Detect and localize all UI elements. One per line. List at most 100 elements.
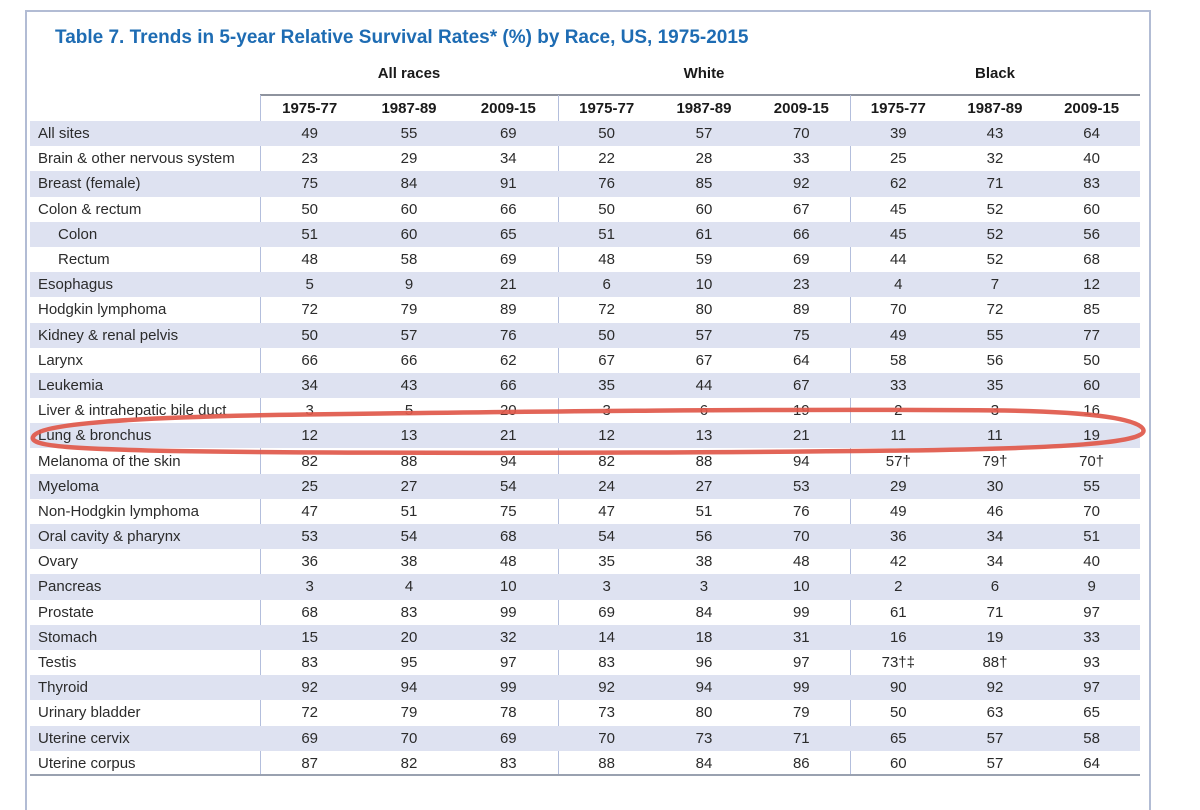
value-cell: 33 (889, 376, 907, 394)
value-cell: 50 (598, 326, 615, 344)
table-title: Table 7. Trends in 5-year Relative Survi… (55, 27, 749, 48)
value-cell: 50 (301, 200, 318, 218)
value-cell: 6 (602, 276, 611, 294)
value-cell: 19 (792, 402, 810, 420)
value-cell: 64 (1083, 754, 1100, 772)
group-header-black: Black (974, 65, 1016, 82)
value-cell: 13 (695, 427, 713, 445)
period-header: 1987-89 (676, 100, 732, 117)
value-cell: 99 (499, 603, 517, 621)
race-group-header-row: All races White Black (30, 60, 1140, 95)
value-cell: 52 (986, 251, 1004, 269)
row-label: Uterine cervix (38, 729, 130, 747)
table-row: Melanoma of the skin 82 88 94 82 88 94 57† 79† 70… (30, 448, 1140, 473)
value-cell: 29 (400, 150, 418, 168)
group-header-white: White (683, 65, 725, 82)
value-cell: 83 (301, 654, 318, 672)
value-cell: 68 (301, 603, 318, 621)
value-cell: 70 (792, 528, 810, 546)
value-cell: 27 (400, 477, 418, 495)
value-cell: 19 (986, 628, 1004, 646)
value-cell: 49 (301, 125, 318, 143)
value-cell: 50 (598, 200, 615, 218)
value-cell: 67 (792, 200, 810, 218)
value-cell: 10 (499, 578, 517, 596)
value-cell: 43 (400, 376, 418, 394)
value-cell: 94 (499, 452, 517, 470)
value-cell: 13 (400, 427, 418, 445)
value-cell: 57 (986, 754, 1004, 772)
value-cell: 79 (792, 704, 810, 722)
value-cell: 29 (889, 477, 907, 495)
value-cell: 61 (695, 225, 713, 243)
value-cell: 16 (1083, 402, 1100, 420)
value-cell: 34 (986, 528, 1004, 546)
value-cell: 3 (602, 402, 611, 420)
table-bottom-rule (30, 774, 1140, 776)
table-row: Prostate 68 83 99 69 84 99 61 71 97 (30, 600, 1140, 625)
value-cell: 7 (990, 276, 1000, 294)
value-cell: 97 (1083, 679, 1100, 697)
row-label: Liver & intrahepatic bile duct (38, 402, 227, 420)
period-header: 1975-77 (579, 100, 635, 117)
table-row: Larynx 66 66 62 67 67 64 58 56 50 (30, 348, 1140, 373)
row-label: Stomach (38, 628, 98, 646)
value-cell: 24 (598, 477, 615, 495)
value-cell: 44 (889, 251, 907, 269)
value-cell: 75 (792, 326, 810, 344)
value-cell: 64 (792, 351, 810, 369)
value-cell: 62 (889, 175, 907, 193)
value-cell: 72 (986, 301, 1004, 319)
value-cell: 68 (1083, 251, 1100, 269)
value-cell: 63 (986, 704, 1004, 722)
value-cell: 92 (598, 679, 615, 697)
table-row: Myeloma 25 27 54 24 27 53 29 30 55 (30, 473, 1140, 499)
value-cell: 33 (792, 150, 810, 168)
value-cell: 77 (1083, 326, 1100, 344)
value-cell: 79 (400, 704, 418, 722)
value-cell: 83 (400, 603, 418, 621)
value-cell: 51 (1083, 528, 1100, 546)
value-cell: 9 (404, 276, 414, 294)
value-cell: 21 (499, 427, 517, 445)
value-cell: 35 (986, 376, 1004, 394)
value-cell: 36 (889, 528, 907, 546)
row-label: Myeloma (38, 477, 99, 495)
value-cell: 50 (301, 326, 318, 344)
row-label: Colon & rectum (38, 200, 142, 218)
value-cell: 66 (499, 200, 517, 218)
value-cell: 23 (792, 276, 810, 294)
value-cell: 75 (301, 175, 318, 193)
value-cell: 94 (400, 679, 418, 697)
value-cell: 60 (400, 200, 418, 218)
value-cell: 49 (889, 502, 907, 520)
table-row: Ovary 36 38 48 35 38 48 42 34 40 (30, 549, 1140, 574)
value-cell: 10 (792, 578, 810, 596)
value-cell: 51 (400, 502, 418, 520)
figure-frame (25, 10, 1151, 810)
value-cell: 53 (792, 477, 810, 495)
survival-rates-table: All races White Black 1975-77 1987-89 2009… (30, 60, 1140, 777)
table-row: Stomach 15 20 32 14 18 31 16 19 33 (30, 624, 1140, 650)
value-cell: 95 (400, 654, 418, 672)
value-cell: 62 (499, 351, 517, 369)
value-cell: 45 (889, 200, 907, 218)
value-cell: 56 (1083, 225, 1100, 243)
table-row: Leukemia 34 43 66 35 44 67 33 35 60 (30, 372, 1140, 399)
value-cell: 71 (792, 729, 810, 747)
value-cell: 28 (695, 150, 713, 168)
row-label: Hodgkin lymphoma (38, 301, 167, 319)
value-cell: 94 (695, 679, 713, 697)
value-cell: 84 (695, 754, 713, 772)
value-cell: 72 (301, 301, 318, 319)
value-cell: 4 (404, 578, 414, 596)
row-label: Rectum (58, 251, 110, 269)
value-cell: 20 (400, 628, 418, 646)
value-cell: 56 (695, 528, 713, 546)
value-cell: 66 (301, 351, 318, 369)
value-cell: 20 (499, 402, 517, 420)
value-cell: 69 (499, 251, 517, 269)
value-cell: 60 (695, 200, 713, 218)
value-cell: 66 (792, 225, 810, 243)
value-cell: 3 (699, 578, 709, 596)
